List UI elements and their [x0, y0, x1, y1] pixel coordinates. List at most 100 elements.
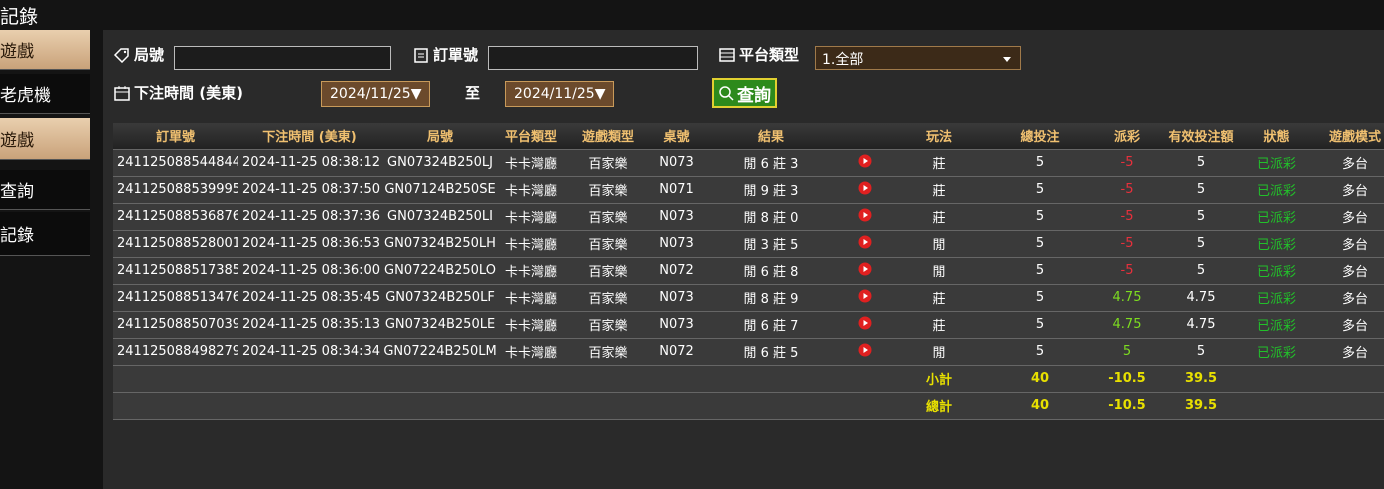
cell: 5 — [1090, 337, 1164, 366]
cell: 4.75 — [1164, 283, 1238, 312]
cell — [113, 364, 238, 393]
cell: 多台 — [1315, 148, 1384, 177]
order-input[interactable] — [488, 46, 698, 70]
subtotal-valid: 39.5 — [1164, 364, 1238, 393]
date-to[interactable]: 2024/11/25▼ — [505, 81, 615, 107]
sidebar-item[interactable]: 記錄 — [0, 212, 90, 256]
total-row: 總計 40 -10.5 39.5 — [113, 391, 1384, 420]
cell: 百家樂 — [563, 202, 653, 231]
cell — [238, 391, 381, 420]
cell: N073 — [653, 310, 700, 339]
table-row: 241125088536876 2024-11-25 08:37:36 GN0732… — [113, 202, 1384, 231]
cell: 莊 — [888, 310, 990, 339]
cell: 閒 3 莊 5 — [700, 229, 842, 258]
play-icon[interactable] — [858, 208, 872, 222]
cell: -5 — [1090, 202, 1164, 231]
play-icon[interactable] — [858, 316, 872, 330]
play-icon[interactable] — [858, 181, 872, 195]
cell: 5 — [1164, 148, 1238, 177]
sidebar-item[interactable]: 查詢 — [0, 170, 90, 210]
cell: 2024-11-25 08:37:50 — [238, 175, 381, 204]
sidebar-item[interactable]: 遊戲 — [0, 30, 90, 70]
date-from[interactable]: 2024/11/25▼ — [321, 81, 431, 107]
cell: 241125088517385 — [113, 256, 238, 285]
cell: N072 — [653, 337, 700, 366]
total-valid: 39.5 — [1164, 391, 1238, 420]
cell — [842, 283, 888, 312]
search-button[interactable]: 查詢 — [712, 78, 777, 108]
play-icon[interactable] — [858, 235, 872, 249]
time-label: 下注時間 (美東) — [113, 82, 243, 103]
column-header: 局號 — [381, 123, 499, 149]
cell — [842, 310, 888, 339]
time-label-text: 下注時間 (美東) — [134, 84, 243, 102]
cell: 已派彩 — [1238, 310, 1315, 339]
cell — [238, 364, 381, 393]
cell: 閒 — [888, 256, 990, 285]
cell — [499, 391, 563, 420]
sidebar-item[interactable]: 老虎機 — [0, 74, 90, 114]
records-table: 訂單號 下注時間 (美東) 局號 平台類型 遊戲類型 桌號 結果 玩法 總投注 派彩 有效投注額 狀態… — [113, 123, 1384, 420]
table-body: 241125088544844 2024-11-25 08:38:12 GN0732… — [113, 148, 1384, 420]
cell: 閒 6 莊 3 — [700, 148, 842, 177]
cell — [1238, 364, 1315, 393]
cell — [113, 391, 238, 420]
cell — [842, 202, 888, 231]
cell — [563, 391, 653, 420]
cell: 4.75 — [1090, 283, 1164, 312]
cell — [842, 229, 888, 258]
cell: GN07324B250LI — [381, 202, 499, 231]
cell: 5 — [990, 175, 1090, 204]
cell: 已派彩 — [1238, 337, 1315, 366]
cell: 卡卡灣廳 — [499, 202, 563, 231]
sidebar-item[interactable]: 遊戲 — [0, 118, 90, 160]
cell: 閒 6 莊 8 — [700, 256, 842, 285]
cell: 卡卡灣廳 — [499, 229, 563, 258]
cell: -5 — [1090, 148, 1164, 177]
cell: 2024-11-25 08:36:00 — [238, 256, 381, 285]
cell — [842, 148, 888, 177]
cell: N072 — [653, 256, 700, 285]
cell — [653, 364, 700, 393]
calendar-icon — [114, 85, 130, 101]
cell: 5 — [1164, 256, 1238, 285]
cell: 卡卡灣廳 — [499, 283, 563, 312]
cell: 已派彩 — [1238, 256, 1315, 285]
cell: GN07224B250LM — [381, 337, 499, 366]
cell: -5 — [1090, 229, 1164, 258]
cell — [842, 364, 888, 393]
play-icon[interactable] — [858, 289, 872, 303]
cell: 2024-11-25 08:35:13 — [238, 310, 381, 339]
column-header: 總投注 — [990, 123, 1090, 149]
subtotal-payout: -10.5 — [1090, 364, 1164, 393]
cell: 多台 — [1315, 202, 1384, 231]
cell: 已派彩 — [1238, 229, 1315, 258]
round-input[interactable] — [174, 46, 391, 70]
cell: 百家樂 — [563, 175, 653, 204]
table-row: 241125088498279 2024-11-25 08:34:34 GN0722… — [113, 337, 1384, 366]
cell: 多台 — [1315, 229, 1384, 258]
play-icon[interactable] — [858, 343, 872, 357]
round-label: 局號 — [113, 44, 164, 65]
cell: N073 — [653, 283, 700, 312]
cell: 241125088528001 — [113, 229, 238, 258]
cell: 4.75 — [1164, 310, 1238, 339]
cell: 5 — [1164, 229, 1238, 258]
cell: N073 — [653, 202, 700, 231]
table-row: 241125088517385 2024-11-25 08:36:00 GN0722… — [113, 256, 1384, 285]
cell: GN07124B250SE — [381, 175, 499, 204]
cell — [842, 256, 888, 285]
cell: 241125088539995 — [113, 175, 238, 204]
cell: 閒 6 莊 7 — [700, 310, 842, 339]
play-icon[interactable] — [858, 154, 872, 168]
column-header: 結果 — [700, 123, 842, 149]
cell: 莊 — [888, 283, 990, 312]
subtotal-label: 小計 — [888, 364, 990, 393]
platform-select[interactable]: 1.全部 — [815, 46, 1021, 70]
cell: 多台 — [1315, 256, 1384, 285]
list-icon — [719, 47, 735, 62]
play-icon[interactable] — [858, 262, 872, 276]
cell — [700, 391, 842, 420]
cell: GN07224B250LO — [381, 256, 499, 285]
column-header-blank — [842, 123, 888, 149]
